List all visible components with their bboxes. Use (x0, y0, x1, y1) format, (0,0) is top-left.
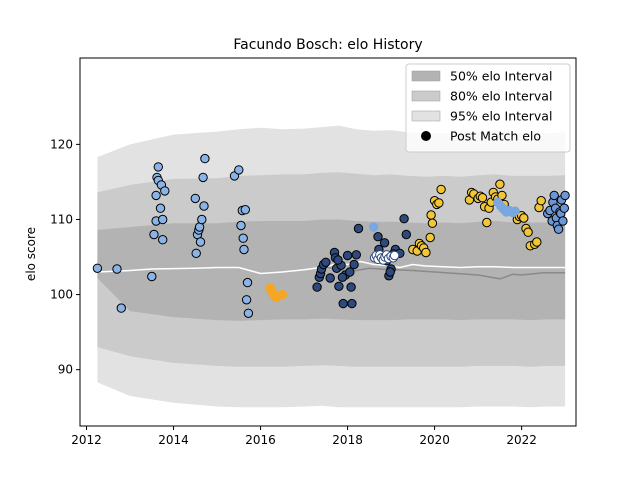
post-match-point (199, 173, 207, 181)
post-match-point (386, 268, 394, 276)
legend-label: Post Match elo (450, 129, 541, 144)
post-match-point (350, 260, 358, 268)
post-match-point (241, 206, 249, 214)
post-match-point (483, 218, 491, 226)
legend-swatch (412, 111, 440, 121)
y-tick-label: 120 (50, 137, 73, 151)
post-match-point (554, 225, 562, 233)
y-tick-label: 110 (50, 212, 73, 226)
post-match-point (520, 214, 528, 222)
x-tick-label: 2022 (506, 433, 537, 447)
post-match-point (191, 194, 199, 202)
post-match-point (198, 215, 206, 223)
post-match-point (374, 233, 382, 241)
post-match-point (559, 217, 567, 225)
post-match-point (156, 204, 164, 212)
y-axis-label: elo score (24, 227, 38, 281)
post-match-point (196, 238, 204, 246)
post-match-point (370, 223, 378, 231)
post-match-point (150, 230, 158, 238)
post-match-point (192, 249, 200, 257)
chart-title: Facundo Bosch: elo History (233, 37, 422, 53)
post-match-point (348, 299, 356, 307)
post-match-point (428, 219, 436, 227)
legend-swatch (412, 71, 440, 81)
post-match-point (437, 185, 445, 193)
post-match-point (117, 304, 125, 312)
post-match-point (200, 202, 208, 210)
post-match-point (496, 180, 504, 188)
legend-marker (421, 131, 431, 141)
post-match-point (533, 238, 541, 246)
post-match-point (550, 191, 558, 199)
post-match-point (313, 283, 321, 291)
post-match-point (478, 194, 486, 202)
post-match-point (537, 197, 545, 205)
post-match-point (159, 215, 167, 223)
post-match-point (237, 221, 245, 229)
post-match-point (524, 228, 532, 236)
post-match-point (326, 274, 334, 282)
post-match-point (334, 256, 342, 264)
legend-label: 80% elo Interval (450, 89, 552, 104)
post-match-point (338, 273, 346, 281)
post-match-point (152, 191, 160, 199)
post-match-point (278, 290, 286, 298)
post-match-point (435, 199, 443, 207)
band-50 (97, 220, 565, 321)
post-match-point (402, 230, 410, 238)
post-match-point (511, 207, 519, 215)
post-match-point (352, 251, 360, 259)
post-match-point (343, 251, 351, 259)
post-match-point (113, 265, 121, 273)
post-match-point (422, 248, 430, 256)
legend-swatch (412, 91, 440, 101)
post-match-point (322, 258, 330, 266)
post-match-point (347, 283, 355, 291)
post-match-point (159, 236, 167, 244)
post-match-point (354, 224, 362, 232)
post-match-point (427, 211, 435, 219)
x-tick-label: 2020 (419, 433, 450, 447)
legend-label: 95% elo Interval (450, 109, 552, 124)
post-match-point (339, 299, 347, 307)
x-tick-label: 2018 (332, 433, 363, 447)
y-tick-label: 90 (58, 363, 73, 377)
post-match-point (239, 234, 247, 242)
y-tick-label: 100 (50, 288, 73, 302)
post-match-point (244, 309, 252, 317)
post-match-point (426, 233, 434, 241)
x-tick-label: 2012 (71, 433, 102, 447)
x-tick-label: 2016 (245, 433, 276, 447)
post-match-point (242, 296, 250, 304)
post-match-point (148, 272, 156, 280)
post-match-point (93, 264, 101, 272)
x-tick-label: 2014 (158, 433, 189, 447)
post-match-point (154, 163, 162, 171)
post-match-point (161, 187, 169, 195)
post-match-point (240, 245, 248, 253)
post-match-point (380, 239, 388, 247)
post-match-point (235, 166, 243, 174)
post-match-point (201, 154, 209, 162)
post-match-point (243, 278, 251, 286)
post-match-point (346, 268, 354, 276)
post-match-point (561, 191, 569, 199)
legend: 50% elo Interval 80% elo Interval 95% elo … (406, 64, 570, 152)
post-match-point (335, 282, 343, 290)
post-match-point (390, 251, 398, 259)
legend-label: 50% elo Interval (450, 69, 552, 84)
post-match-point (560, 204, 568, 212)
post-match-point (400, 215, 408, 223)
